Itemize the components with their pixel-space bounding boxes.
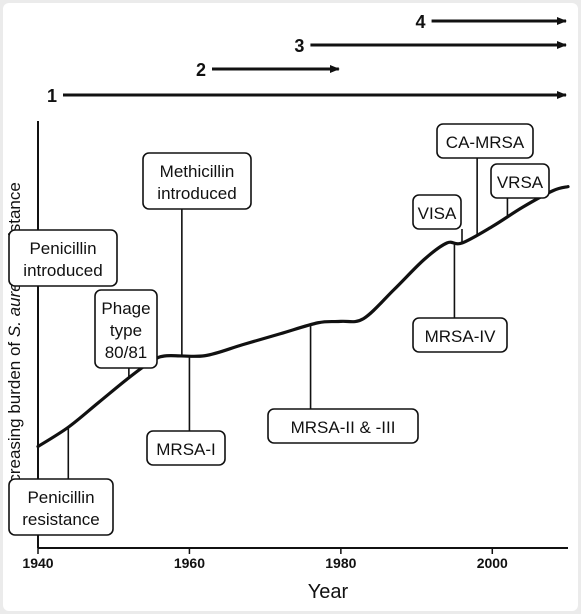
penicillin-introduced-label: Penicillin (29, 239, 96, 258)
mrsa-ii-iii-box (267, 408, 419, 444)
wave-label-4: 4 (416, 12, 426, 32)
ca-mrsa-label: CA-MRSA (446, 133, 525, 152)
mrsa-ii-iii-label: MRSA-II & -III (291, 418, 396, 437)
wave-arrows: 1 2 3 4 (47, 12, 567, 106)
x-tick-label: 2000 (477, 555, 508, 571)
phage-type-label: type (110, 321, 142, 340)
resistance-curve-group (36, 185, 570, 449)
vrsa-box (490, 163, 550, 199)
mrsa-i-box (146, 430, 226, 466)
mrsa-i-label: MRSA-I (156, 440, 216, 459)
methicillin-introduced-label: introduced (157, 184, 236, 203)
vrsa-label: VRSA (497, 173, 544, 192)
penicillin-introduced-box (8, 229, 118, 287)
methicillin-introduced-box (142, 152, 252, 210)
x-axis-label: Year (308, 581, 349, 603)
x-tick-label: 1980 (325, 555, 356, 571)
visa-box (412, 194, 462, 230)
mrsa-iv-label: MRSA-IV (425, 327, 497, 346)
annotation-boxes: Penicillin introduced Penicillin resistance… (8, 123, 550, 536)
ca-mrsa-box (436, 123, 534, 159)
x-tick-label: 1960 (174, 555, 205, 571)
phage-type-label: Phage (101, 299, 150, 318)
wave-label-3: 3 (294, 36, 304, 56)
phage-type-label: 80/81 (105, 343, 148, 362)
penicillin-introduced-label: introduced (23, 261, 102, 280)
wave-label-1: 1 (47, 86, 57, 106)
mrsa-iv-box (412, 317, 508, 353)
methicillin-introduced-label: Methicillin (160, 162, 235, 181)
phage-type-box (94, 289, 158, 369)
resistance-curve (36, 185, 570, 449)
x-tick-label: 1940 (22, 555, 53, 571)
penicillin-resistance-label: Penicillin (27, 488, 94, 507)
annotation-leaders (37, 158, 509, 479)
wave-label-2: 2 (196, 60, 206, 80)
penicillin-resistance-label: resistance (22, 510, 99, 529)
penicillin-resistance-box (8, 478, 114, 536)
visa-label: VISA (418, 204, 457, 223)
